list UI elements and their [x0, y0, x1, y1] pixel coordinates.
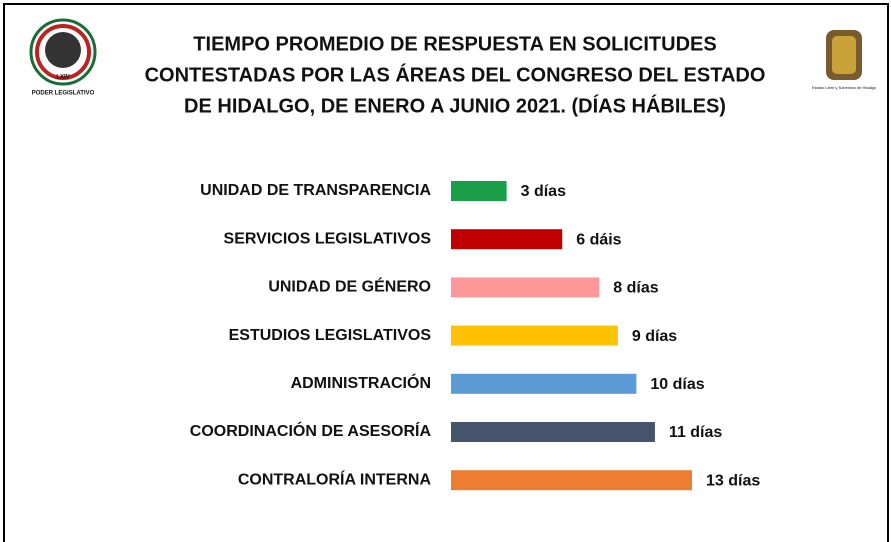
category-label: UNIDAD DE TRANSPARENCIA: [200, 182, 431, 199]
value-label: 11 días: [669, 424, 722, 441]
logo-mark: LXIV: [56, 75, 69, 81]
chart-title: TIEMPO PROMEDIO DE RESPUESTA EN SOLICITU…: [193, 33, 716, 55]
logo-ring: [35, 24, 91, 80]
category-label: ADMINISTRACIÓN: [291, 373, 431, 392]
category-label: SERVICIOS LEGISLATIVOS: [224, 230, 432, 247]
category-label: COORDINACIÓN DE ASESORÍA: [190, 421, 432, 440]
value-label: 3 días: [521, 183, 566, 200]
chart-title: CONTESTADAS POR LAS ÁREAS DEL CONGRESO D…: [145, 63, 766, 86]
logo-text: PODER LEGISLATIVO: [32, 91, 95, 97]
logo-portrait: [45, 32, 81, 68]
right-logo: Estado Libre y Soberano de Hidalgo: [812, 30, 877, 90]
bar: [451, 373, 637, 394]
frame: [3, 3, 889, 542]
value-label: 13 días: [706, 472, 760, 489]
category-label: UNIDAD DE GÉNERO: [268, 277, 431, 296]
value-label: 9 días: [632, 328, 677, 345]
logo-text: Estado Libre y Soberano de Hidalgo: [812, 85, 877, 90]
category-label: CONTRALORÍA INTERNA: [238, 469, 432, 488]
bar: [451, 470, 692, 491]
bar: [451, 325, 618, 346]
bar: [451, 422, 655, 442]
left-logo: LXIV PODER LEGISLATIVO: [29, 18, 97, 97]
bar: [451, 277, 600, 298]
chart-title: DE HIDALGO, DE ENERO A JUNIO 2021. (DÍAS…: [184, 94, 726, 117]
category-label: ESTUDIOS LEGISLATIVOS: [229, 327, 432, 344]
value-label: 8 días: [613, 280, 658, 297]
value-label: 6 dáis: [576, 231, 621, 248]
bar: [451, 181, 507, 201]
bar: [451, 229, 563, 250]
coat-of-arms-inner: [832, 36, 856, 74]
value-label: 10 días: [650, 376, 704, 393]
